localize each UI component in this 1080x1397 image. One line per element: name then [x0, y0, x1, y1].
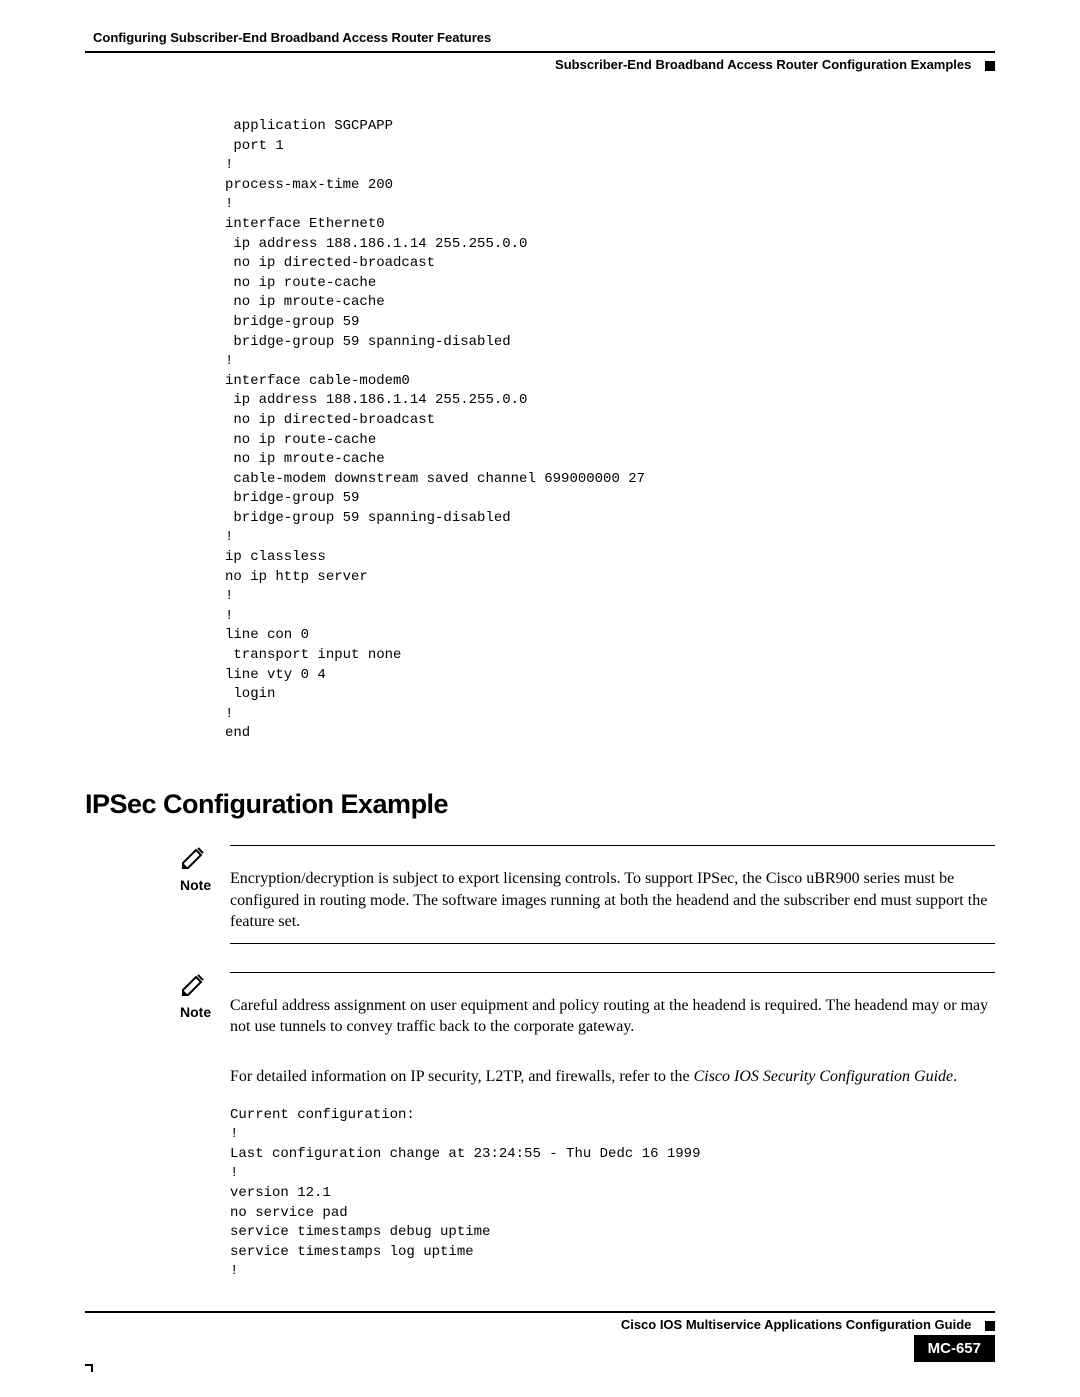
ref-post: . [953, 1068, 957, 1085]
section-heading: IPSec Configuration Example [85, 789, 995, 820]
header-chapter: Configuring Subscriber-End Broadband Acc… [93, 30, 995, 45]
reference-paragraph: For detailed information on IP security,… [230, 1066, 995, 1088]
note-1: Note Encryption/decryption is subject to… [180, 845, 995, 944]
note-2: Note Careful address assignment on user … [180, 972, 995, 1038]
crop-mark-icon [85, 1358, 99, 1377]
header-marker-icon [985, 61, 995, 71]
pencil-icon [180, 845, 206, 871]
header-rule [85, 51, 995, 53]
ref-em: Cisco IOS Security Configuration Guide [694, 1068, 954, 1085]
note-1-text: Encryption/decryption is subject to expo… [230, 870, 987, 930]
note-1-body: Encryption/decryption is subject to expo… [230, 845, 995, 944]
config-block-1: application SGCPAPP port 1 ! process-max… [225, 117, 995, 744]
footer-marker-icon [985, 1321, 995, 1331]
footer-title: Cisco IOS Multiservice Applications Conf… [85, 1317, 995, 1332]
note-1-bottom-rule [230, 943, 995, 944]
footer: Cisco IOS Multiservice Applications Conf… [85, 1311, 995, 1362]
ref-pre: For detailed information on IP security,… [230, 1068, 694, 1085]
header-section-text: Subscriber-End Broadband Access Router C… [555, 57, 971, 72]
page-number: MC-657 [914, 1335, 995, 1362]
note-1-label: Note [180, 877, 230, 893]
note-2-text: Careful address assignment on user equip… [230, 997, 988, 1036]
note-1-left: Note [180, 845, 230, 893]
footer-rule [85, 1311, 995, 1313]
footer-title-text: Cisco IOS Multiservice Applications Conf… [621, 1317, 972, 1332]
header-section: Subscriber-End Broadband Access Router C… [85, 57, 995, 72]
pencil-icon [180, 972, 206, 998]
note-2-body: Careful address assignment on user equip… [230, 972, 995, 1038]
note-2-label: Note [180, 1004, 230, 1020]
note-2-left: Note [180, 972, 230, 1020]
footer-row: Cisco IOS Multiservice Applications Conf… [85, 1317, 995, 1332]
config-block-2: Current configuration: ! Last configurat… [230, 1106, 995, 1282]
